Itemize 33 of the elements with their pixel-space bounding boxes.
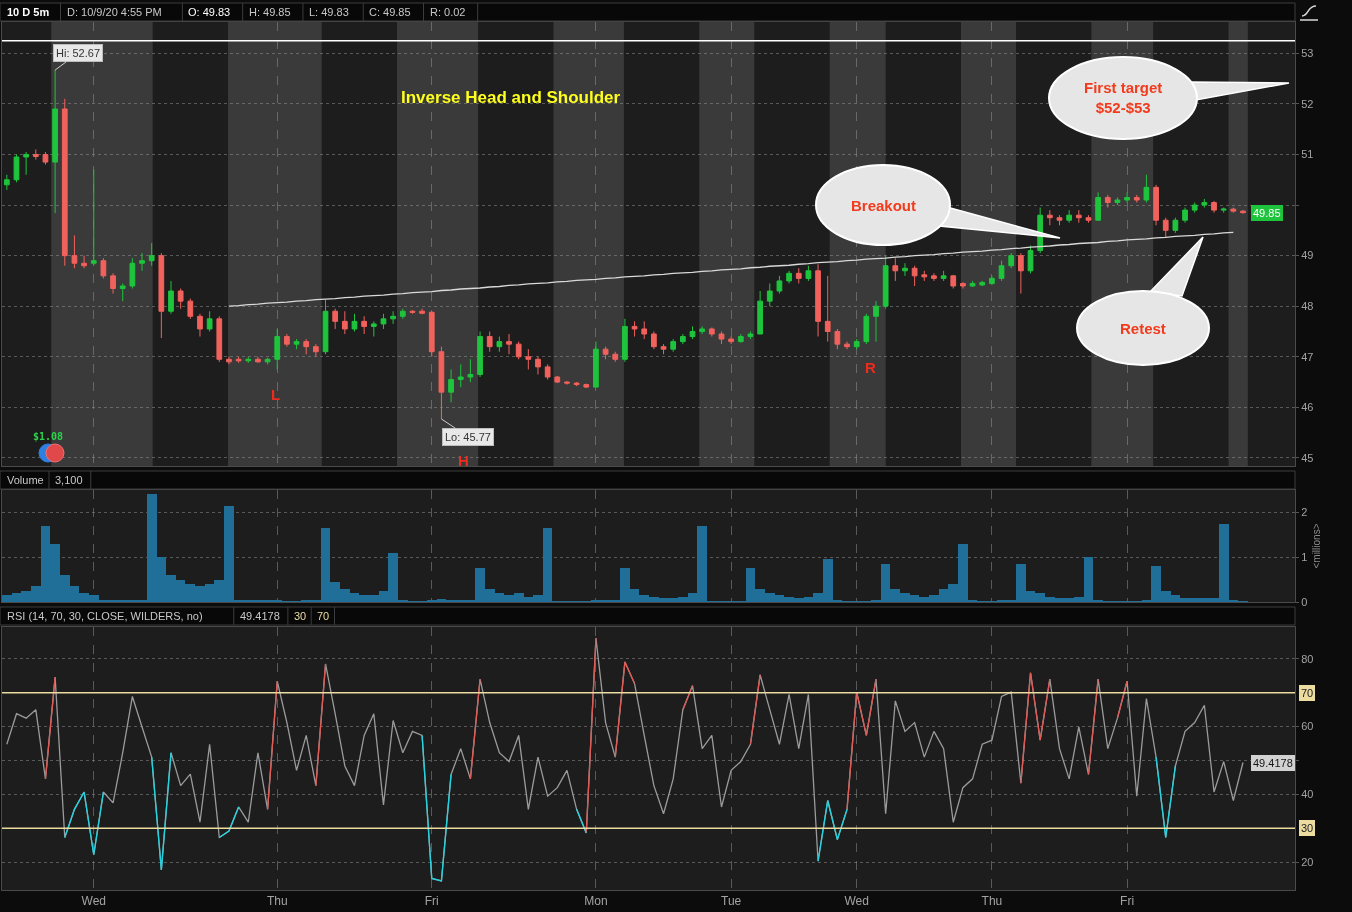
- x-tick-label: Mon: [584, 894, 608, 909]
- text: 70: [317, 610, 330, 622]
- x-tick-label: Fri: [424, 894, 439, 909]
- ref-line-label: 30: [1301, 822, 1314, 834]
- x-tick-label: Fri: [1120, 894, 1135, 909]
- chart-title: RSI (14, 70, 30, CLOSE, WILDERS, no): [7, 610, 203, 622]
- y-tick-label: 52: [1301, 97, 1314, 110]
- y-tick-label: 1: [1301, 551, 1308, 564]
- y-tick-label: 20: [1301, 856, 1314, 869]
- y-axis-title: <millions>: [1310, 523, 1322, 569]
- ref-line-label: 70: [1301, 687, 1314, 699]
- text: 3,100: [55, 474, 83, 486]
- x-tick-label: Wed: [844, 894, 869, 909]
- y-tick-label: 80: [1301, 652, 1314, 665]
- y-tick-label: 2: [1301, 506, 1308, 519]
- text: 49.4178: [240, 610, 280, 622]
- y-tick-label: 48: [1301, 300, 1314, 313]
- text: 49.4178: [1253, 757, 1293, 769]
- y-tick-label: 40: [1301, 788, 1314, 801]
- chart-title: Volume: [7, 474, 44, 486]
- text: 30: [294, 610, 307, 622]
- x-tick-label: Thu: [981, 894, 1003, 909]
- y-tick-label: 0: [1301, 595, 1308, 608]
- x-tick-label: Tue: [721, 894, 742, 909]
- x-tick-label: Wed: [81, 894, 106, 909]
- y-tick-label: 60: [1301, 720, 1314, 733]
- y-tick-label: 53: [1301, 47, 1314, 60]
- y-tick-label: 49: [1301, 249, 1314, 262]
- y-tick-label: 45: [1301, 451, 1314, 464]
- y-tick-label: 51: [1301, 148, 1314, 161]
- y-tick-label: 47: [1301, 350, 1314, 363]
- x-tick-label: Thu: [266, 894, 288, 909]
- y-tick-label: 46: [1301, 401, 1314, 414]
